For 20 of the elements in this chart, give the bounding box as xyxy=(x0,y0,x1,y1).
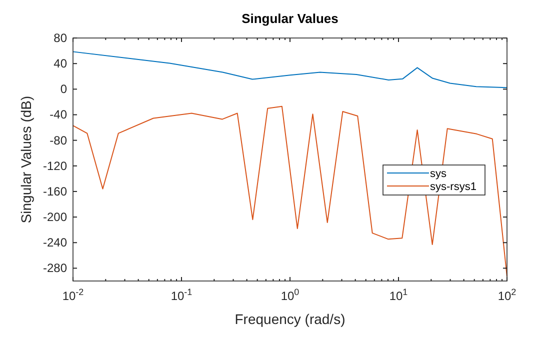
y-tick-label: -280 xyxy=(42,261,68,276)
y-tick-label: -120 xyxy=(42,158,68,173)
y-tick-label: -200 xyxy=(42,210,68,224)
x-tick-label: 10$^{1}$ xyxy=(389,287,408,303)
y-tick-label: -80 xyxy=(50,133,68,148)
legend-label: sys-rsys1 xyxy=(430,181,476,193)
x-axis-title: Frequency (rad/s) xyxy=(234,311,346,327)
x-tick-label: 10$^{2}$ xyxy=(498,287,516,303)
x-tick-label: 10$^{-1}$ xyxy=(170,287,192,303)
y-tick-label: 40 xyxy=(54,56,68,71)
y-tick-label: -40 xyxy=(50,108,68,122)
x-tick-label: 10$^{0}$ xyxy=(280,287,300,303)
y-axis-title: Singular Values (dB) xyxy=(18,96,34,224)
y-tick-label: 0 xyxy=(60,82,68,96)
chart-title: Singular Values xyxy=(242,11,338,26)
x-tick-label: 10$^{-2}$ xyxy=(62,287,84,303)
legend-label: sys xyxy=(430,168,447,180)
y-tick-label: -160 xyxy=(42,184,68,198)
y-tick-label: -240 xyxy=(42,236,68,250)
y-tick-label: 80 xyxy=(54,31,68,45)
